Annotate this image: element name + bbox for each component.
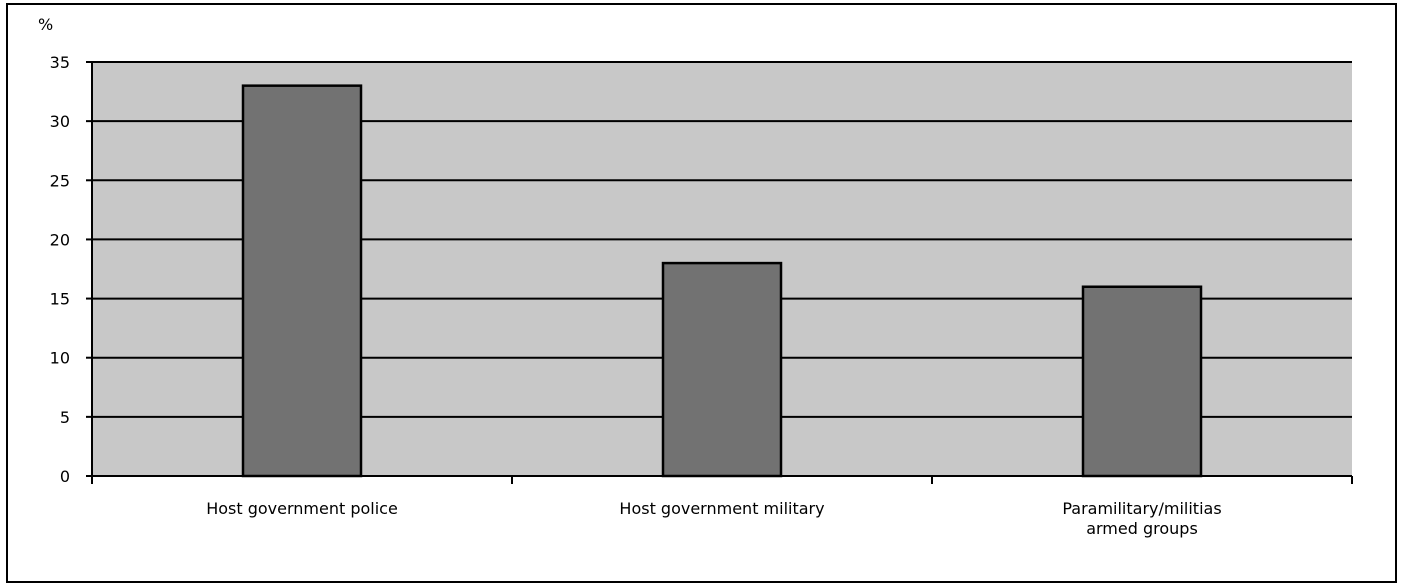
- bar: [661, 261, 783, 478]
- category-label-line: armed groups: [1086, 519, 1198, 538]
- category-labels: Host government police Host government mi…: [206, 499, 1221, 538]
- y-tick-label: 30: [50, 112, 70, 131]
- category-label-line: Host government military: [619, 499, 824, 518]
- y-tick-label: 0: [60, 467, 70, 486]
- category-label: Host government military: [619, 499, 824, 518]
- category-label-line: Host government police: [206, 499, 398, 518]
- bar: [1081, 285, 1203, 478]
- y-tick-label: 15: [50, 290, 70, 309]
- axes: [91, 62, 1352, 477]
- x-tick-marks: [91, 476, 1353, 484]
- y-tick-label: 35: [50, 53, 70, 72]
- y-tick-label: 10: [50, 349, 70, 368]
- bar: [241, 84, 363, 478]
- y-tick-label: 5: [60, 408, 70, 427]
- bars: [241, 84, 1203, 478]
- category-label-line: Paramilitary/militias: [1062, 499, 1221, 518]
- category-label: Host government police: [206, 499, 398, 518]
- y-tick-label: 20: [50, 230, 70, 249]
- y-tick-label: 25: [50, 171, 70, 190]
- category-label: Paramilitary/militias armed groups: [1062, 499, 1221, 538]
- y-tick-labels: 0 5 10 15 20 25 30 35: [50, 53, 70, 486]
- y-axis-unit-label: %: [38, 15, 53, 34]
